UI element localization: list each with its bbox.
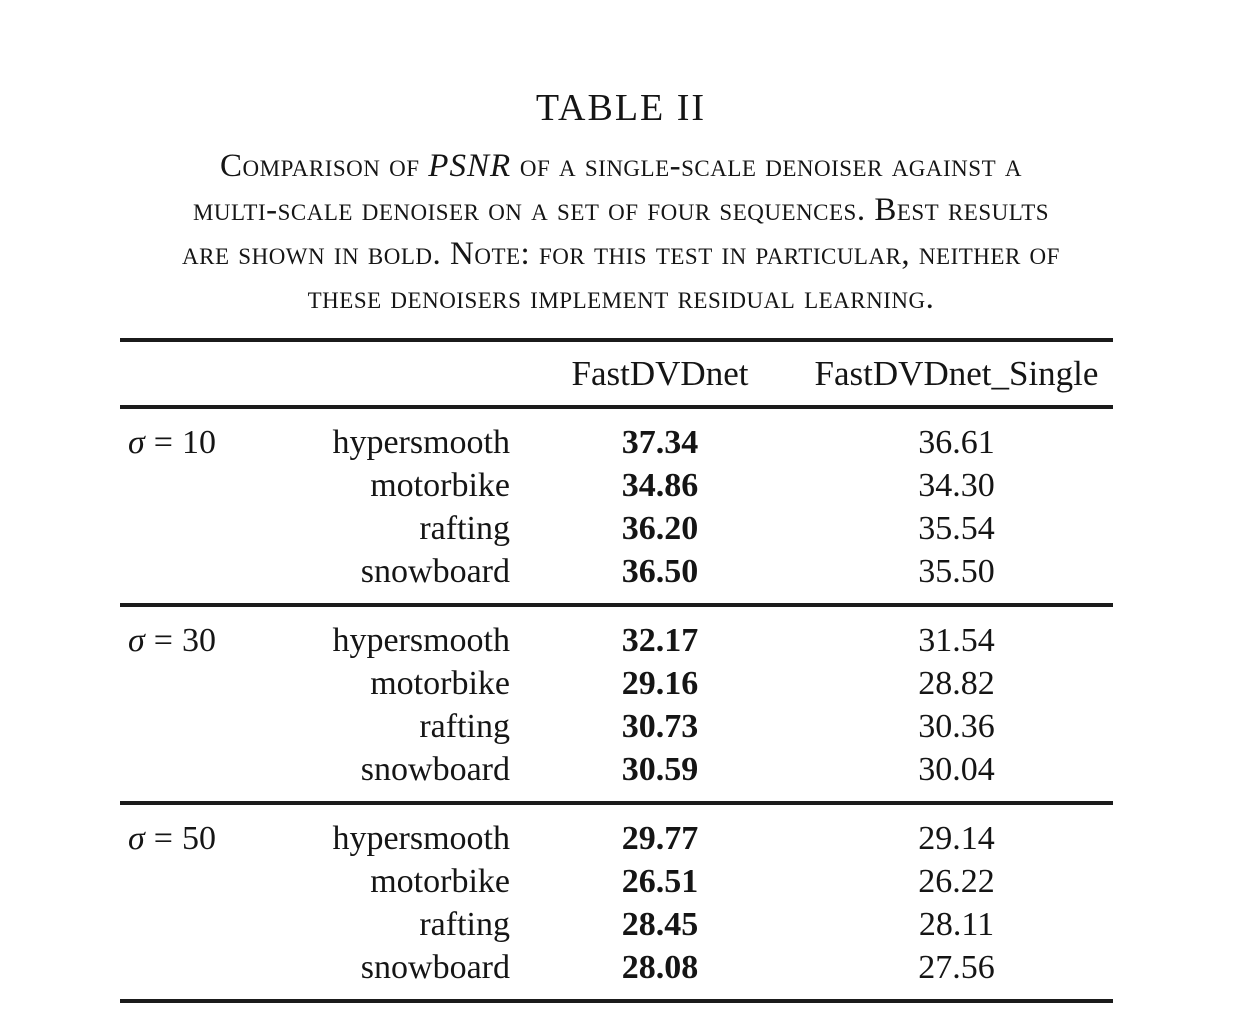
table-rule-group-1 <box>120 603 1113 607</box>
psnr-math-text: PSNR <box>428 148 512 184</box>
sequence-name: rafting <box>419 905 510 943</box>
psnr-value-single: 26.22 <box>918 862 995 900</box>
equals-sign: = <box>153 621 173 659</box>
sigma-symbol: σ <box>128 423 145 461</box>
column-header-fastdvdnet-single: FastDVDnet_Single <box>814 353 1099 393</box>
sequence-name: motorbike <box>370 862 510 900</box>
psnr-value-fastdvdnet: 34.86 <box>621 466 699 504</box>
caption-line-2: multi-scale denoiser on a set of four se… <box>192 192 1050 228</box>
psnr-value-single: 30.04 <box>918 750 995 788</box>
table-caption: Comparison of PSNR of a single-scale den… <box>0 144 1242 320</box>
sigma-group-50: σ = 50 hypersmooth 29.77 29.14 motorbike 2… <box>120 805 1113 999</box>
sequence-name: motorbike <box>370 664 510 702</box>
sequence-name: motorbike <box>370 466 510 504</box>
caption-line-4: these denoisers implement residual learn… <box>307 280 935 316</box>
psnr-value-single: 35.54 <box>918 509 995 547</box>
psnr-value-fastdvdnet: 37.34 <box>621 423 699 461</box>
psnr-value-fastdvdnet: 26.51 <box>621 862 699 900</box>
sequence-name: snowboard <box>360 750 510 788</box>
sigma-value: 10 <box>181 423 216 461</box>
psnr-value-single: 34.30 <box>918 466 995 504</box>
equals-sign: = <box>153 423 173 461</box>
sequence-name: snowboard <box>360 948 510 986</box>
sequence-name: snowboard <box>360 552 510 590</box>
table-rule-header <box>120 405 1113 409</box>
table-rule-bottom <box>120 999 1113 1003</box>
caption-text: of a single-scale denoiser against a <box>511 148 1022 184</box>
psnr-value-fastdvdnet: 28.08 <box>621 948 699 986</box>
sigma-group-10: σ = 10 hypersmooth 37.34 36.61 motorbike 3… <box>120 409 1113 603</box>
table-header-row: FastDVDnet FastDVDnet_Single <box>120 342 1113 405</box>
psnr-value-single: 28.82 <box>918 664 995 702</box>
column-header-fastdvdnet: FastDVDnet <box>571 353 749 393</box>
psnr-value-single: 30.36 <box>918 707 995 745</box>
sigma-value: 30 <box>181 621 216 659</box>
psnr-value-single: 36.61 <box>918 423 995 461</box>
sequence-name: rafting <box>419 707 510 745</box>
psnr-value-fastdvdnet: 30.59 <box>621 750 699 788</box>
table-rule-group-2 <box>120 801 1113 805</box>
sequence-name: hypersmooth <box>332 819 510 857</box>
sigma-value: 50 <box>181 819 216 857</box>
sigma-label: σ = 50 <box>120 820 290 858</box>
sequence-name: rafting <box>419 509 510 547</box>
psnr-value-fastdvdnet: 29.77 <box>621 819 699 857</box>
psnr-value-single: 29.14 <box>918 819 995 857</box>
caption-line-3: are shown in bold. Note: for this test i… <box>182 236 1060 272</box>
sigma-label: σ = 10 <box>120 424 290 462</box>
psnr-value-single: 28.11 <box>918 905 995 943</box>
psnr-value-single: 35.50 <box>918 552 995 590</box>
table-rule-top <box>120 338 1113 342</box>
psnr-comparison-table: FastDVDnet FastDVDnet_Single σ = 10 hypers… <box>120 338 1113 1003</box>
psnr-value-fastdvdnet: 32.17 <box>621 621 699 659</box>
psnr-value-single: 27.56 <box>918 948 995 986</box>
caption-line-1: Comparison of PSNR of a single-scale den… <box>0 144 1242 188</box>
sigma-symbol: σ <box>128 819 145 857</box>
sigma-group-30: σ = 30 hypersmooth 32.17 31.54 motorbike 2… <box>120 607 1113 801</box>
caption-text: Comparison of <box>220 148 429 184</box>
table-title: TABLE II <box>535 87 707 129</box>
sequence-name: hypersmooth <box>332 423 510 461</box>
sigma-label: σ = 30 <box>120 622 290 660</box>
sigma-symbol: σ <box>128 621 145 659</box>
psnr-value-fastdvdnet: 28.45 <box>621 905 699 943</box>
sequence-name: hypersmooth <box>332 621 510 659</box>
psnr-value-single: 31.54 <box>918 621 995 659</box>
psnr-value-fastdvdnet: 30.73 <box>621 707 699 745</box>
psnr-value-fastdvdnet: 29.16 <box>621 664 699 702</box>
equals-sign: = <box>153 819 173 857</box>
psnr-value-fastdvdnet: 36.20 <box>621 509 699 547</box>
psnr-value-fastdvdnet: 36.50 <box>621 552 699 590</box>
